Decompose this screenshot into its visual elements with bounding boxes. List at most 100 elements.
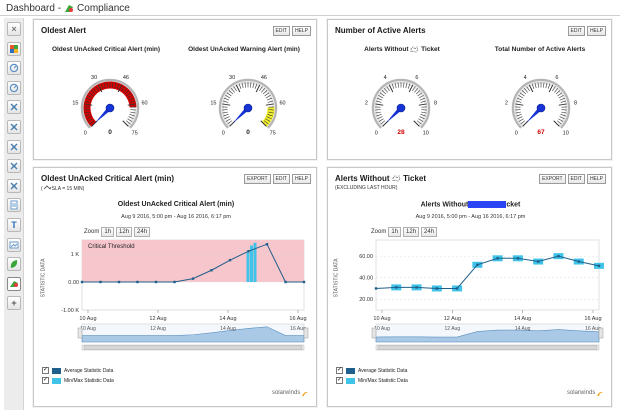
plot-area bbox=[375, 239, 600, 311]
gauge-tick bbox=[129, 114, 135, 117]
gauge-tick bbox=[515, 103, 524, 106]
gauge-tick bbox=[375, 103, 384, 106]
gauge-hub bbox=[396, 103, 406, 113]
average-point bbox=[415, 286, 418, 289]
gauge-zone bbox=[83, 81, 137, 127]
help-button[interactable]: HELP bbox=[586, 174, 606, 184]
sidebar-item[interactable]: × bbox=[7, 22, 21, 36]
sidebar-item[interactable] bbox=[7, 257, 21, 272]
gauge-tick-label: 2 bbox=[505, 101, 508, 107]
panel-toolbar: EXPORT EDIT HELP bbox=[539, 174, 606, 184]
export-button[interactable]: EXPORT bbox=[244, 174, 271, 184]
sidebar-item[interactable] bbox=[7, 100, 21, 115]
legend-checkbox[interactable]: ✓ bbox=[42, 377, 49, 384]
navigator-tick-label: 12 Aug bbox=[445, 326, 461, 332]
navigator-tick-label: 14 Aug bbox=[515, 326, 531, 332]
navigator-handle-right bbox=[303, 327, 309, 339]
average-point bbox=[302, 280, 306, 284]
sidebar-item[interactable] bbox=[7, 120, 21, 134]
gauge-tick bbox=[84, 111, 90, 114]
panel-title: Oldest Alert bbox=[41, 26, 87, 35]
sidebar-item[interactable] bbox=[7, 41, 21, 56]
gauge-tick bbox=[415, 90, 421, 95]
gauge-tick bbox=[244, 82, 246, 88]
help-button[interactable]: HELP bbox=[291, 26, 311, 36]
sidebar-item[interactable] bbox=[7, 198, 21, 213]
average-point bbox=[577, 260, 580, 263]
legend-item[interactable]: ✓ Average Statistic Data bbox=[42, 367, 113, 374]
gauge-tick bbox=[378, 118, 384, 122]
gauge-tick bbox=[268, 111, 274, 114]
zoom-1h-button[interactable]: 1h bbox=[388, 227, 402, 237]
zoom-12h-button[interactable]: 12h bbox=[116, 227, 133, 237]
edit-button[interactable]: EDIT bbox=[272, 26, 290, 36]
gauge-tick bbox=[378, 95, 384, 99]
sidebar-item[interactable] bbox=[7, 80, 21, 95]
legend-item[interactable]: ✓ Min/Max Statistic Data bbox=[336, 377, 408, 384]
sidebar-item[interactable] bbox=[7, 139, 21, 154]
gauge-tick bbox=[561, 111, 567, 114]
gauge-tick bbox=[418, 95, 424, 99]
image-icon bbox=[9, 241, 19, 249]
x-tick-label: 10 Aug bbox=[373, 316, 390, 322]
gauge-tick bbox=[130, 111, 136, 114]
gauge-tick bbox=[225, 95, 231, 99]
zoom-controls: Zoom 1h 12h 24h bbox=[371, 227, 438, 237]
gauge-bezel bbox=[511, 78, 571, 129]
average-point bbox=[395, 286, 398, 289]
sidebar-item[interactable] bbox=[7, 276, 21, 291]
legend-checkbox[interactable]: ✓ bbox=[336, 377, 343, 384]
average-point bbox=[228, 258, 232, 262]
average-point bbox=[597, 264, 601, 268]
export-button[interactable]: EXPORT bbox=[539, 174, 566, 184]
gauge-tick-label: 15 bbox=[210, 101, 216, 107]
compliance-icon bbox=[65, 4, 74, 12]
gauge-tick bbox=[419, 97, 426, 101]
threshold-label: Critical Threshold bbox=[88, 244, 135, 250]
gauge-tick bbox=[520, 120, 526, 125]
edit-button[interactable]: EDIT bbox=[567, 26, 585, 36]
legend-checkbox[interactable]: ✓ bbox=[42, 367, 49, 374]
sidebar-item[interactable] bbox=[7, 178, 21, 193]
average-point bbox=[374, 287, 378, 290]
gauge-tick bbox=[123, 88, 128, 93]
legend-item[interactable]: ✓ Average Statistic Data bbox=[336, 367, 407, 374]
edit-button[interactable]: EDIT bbox=[567, 174, 585, 184]
gauge-icon bbox=[9, 83, 19, 92]
sidebar-item[interactable] bbox=[7, 237, 21, 252]
legend-checkbox[interactable]: ✓ bbox=[336, 367, 343, 374]
gauge-tick-label: 10 bbox=[423, 131, 429, 137]
gauge-zone bbox=[261, 107, 275, 127]
zoom-12h-button[interactable]: 12h bbox=[403, 227, 420, 237]
gauge-tick-label: 0 bbox=[515, 131, 518, 137]
gauge-hub bbox=[105, 103, 115, 113]
navigator-series bbox=[81, 326, 305, 343]
sidebar-item[interactable]: T bbox=[7, 218, 21, 232]
alerts-without-ticket-gauge: 0 2 4 6 8 10 28 bbox=[365, 75, 437, 137]
gauge-tick bbox=[405, 82, 408, 89]
gauge-tick bbox=[261, 88, 266, 93]
gauge-icon bbox=[9, 63, 19, 73]
panel-title: Number of Active Alerts bbox=[335, 26, 426, 35]
icon-part bbox=[13, 85, 17, 89]
help-button[interactable]: HELP bbox=[586, 26, 606, 36]
legend-item[interactable]: ✓ Min/Max Statistic Data bbox=[42, 377, 114, 384]
sidebar-item[interactable]: + bbox=[7, 296, 21, 311]
sidebar-item[interactable] bbox=[7, 159, 21, 174]
zoom-label: Zoom bbox=[371, 229, 387, 235]
sidebar-item[interactable] bbox=[7, 61, 21, 76]
zoom-24h-button[interactable]: 24h bbox=[134, 227, 151, 237]
zoom-24h-button[interactable]: 24h bbox=[421, 227, 438, 237]
edit-button[interactable]: EDIT bbox=[272, 174, 290, 184]
dashboard-name: Compliance bbox=[77, 2, 130, 14]
subtitle-text: SLA = 15 MIN) bbox=[51, 185, 85, 192]
x-tick-label: 12 Aug bbox=[149, 316, 166, 322]
leaf-icon bbox=[10, 260, 18, 269]
gauge-hub bbox=[536, 103, 546, 113]
zoom-1h-button[interactable]: 1h bbox=[101, 227, 115, 237]
gauge-tick bbox=[519, 92, 525, 97]
legend-label: Average Statistic Data bbox=[64, 367, 114, 374]
help-button[interactable]: HELP bbox=[291, 174, 311, 184]
gauge-tick bbox=[560, 114, 566, 117]
gauge-tick bbox=[241, 82, 244, 89]
